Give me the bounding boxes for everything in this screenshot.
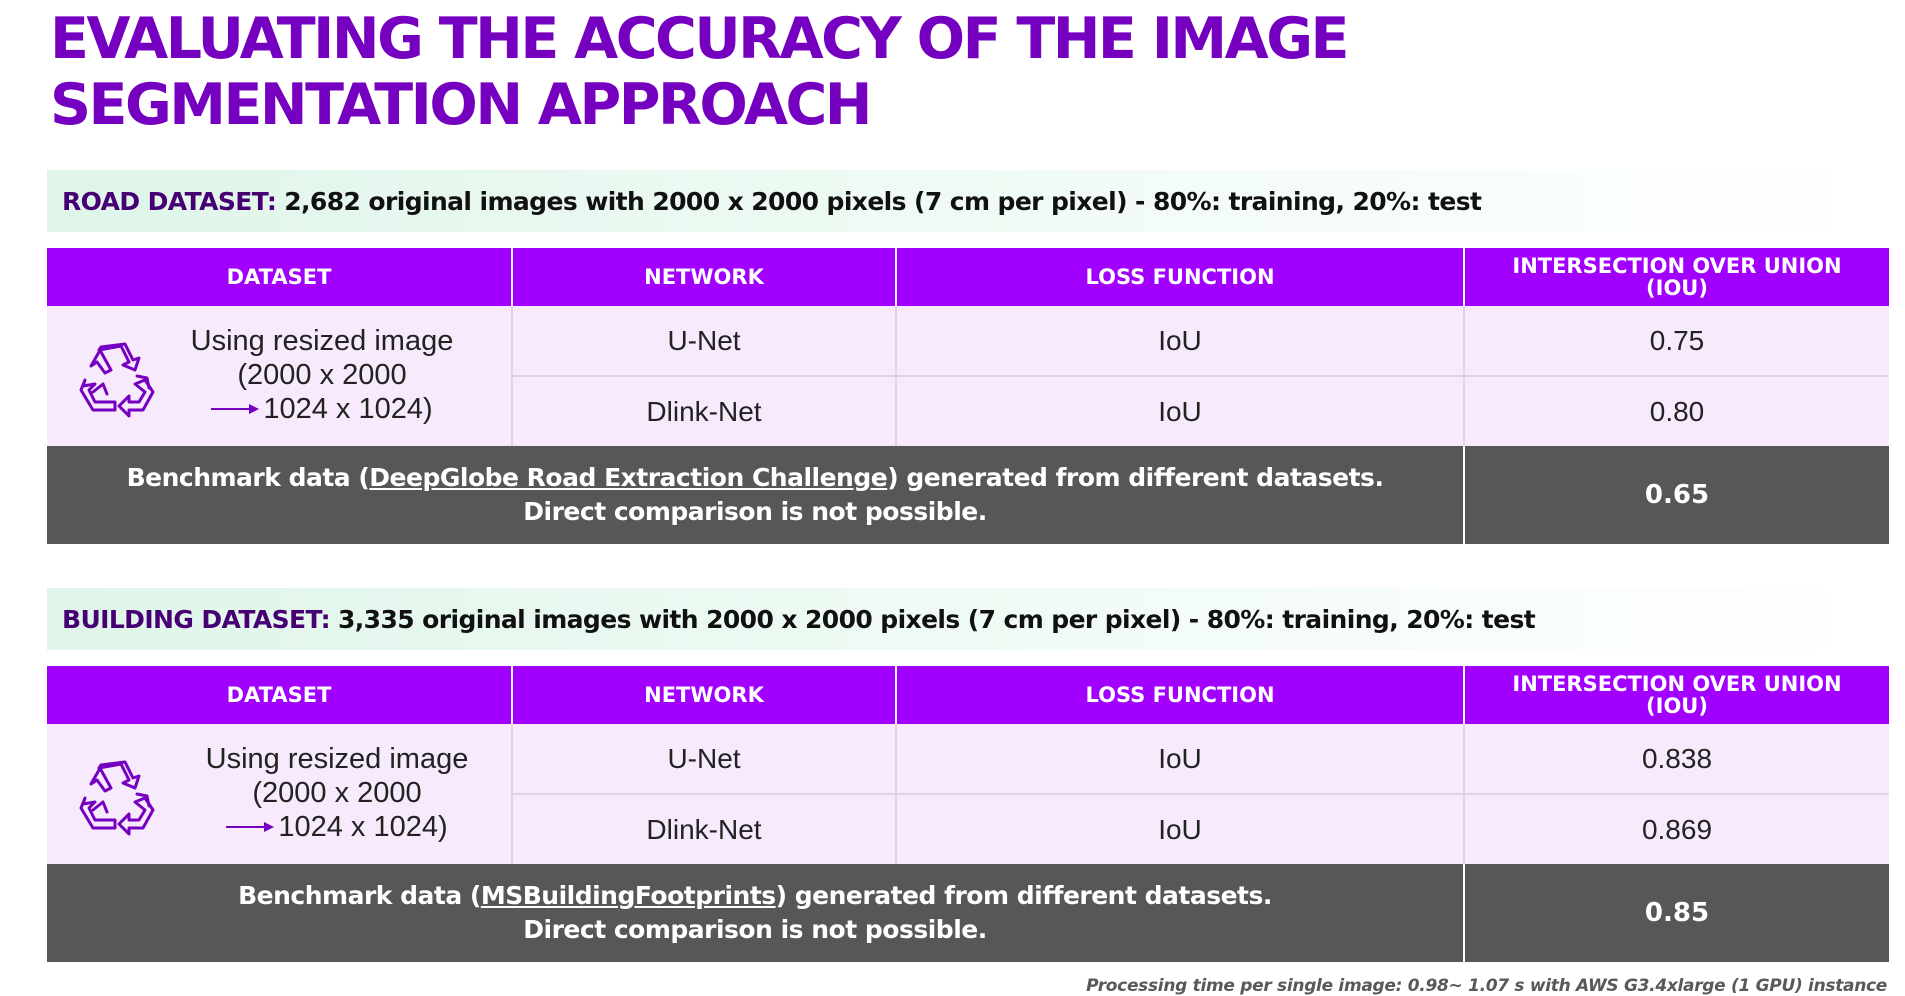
header-iou: INTERSECTION OVER UNION (IOU) [1465, 248, 1889, 306]
road-dataset-line3: 1024 x 1024) [263, 393, 433, 425]
road-banner-label: ROAD DATASET: [62, 186, 277, 216]
benchmark-prefix: Benchmark data ( [126, 463, 370, 492]
road-benchmark-text: Benchmark data (DeepGlobe Road Extractio… [47, 446, 1465, 544]
table-row: U-Net IoU 0.75 [513, 306, 1889, 375]
building-benchmark-row: Benchmark data (MSBuildingFootprints) ge… [47, 864, 1889, 962]
building-banner-label: BUILDING DATASET: [62, 604, 331, 634]
network-cell: U-Net [513, 306, 897, 375]
table-row: U-Net IoU 0.838 [513, 724, 1889, 793]
road-dataset-cell: Using resized image (2000 x 2000 1024 x … [47, 306, 513, 446]
processing-time-footnote: Processing time per single image: 0.98~ … [1086, 976, 1887, 996]
loss-cell: IoU [897, 377, 1465, 446]
network-cell: Dlink-Net [513, 377, 897, 446]
network-cell: U-Net [513, 724, 897, 793]
network-cell: Dlink-Net [513, 795, 897, 864]
iou-cell: 0.838 [1641, 742, 1713, 774]
building-data-rows: Using resized image (2000 x 2000 1024 x … [47, 724, 1889, 864]
header-network: NETWORK [513, 248, 897, 306]
building-dataset-cell: Using resized image (2000 x 2000 1024 x … [47, 724, 513, 864]
header-iou: INTERSECTION OVER UNION (IOU) [1465, 666, 1889, 724]
road-data-rows: Using resized image (2000 x 2000 1024 x … [47, 306, 1889, 446]
benchmark-suffix: ) generated from different datasets. [887, 463, 1384, 492]
header-iou-line2: (IOU) [1646, 276, 1708, 300]
building-dataset-description: Using resized image (2000 x 2000 1024 x … [192, 742, 482, 844]
loss-cell: IoU [897, 724, 1465, 793]
building-results-table: DATASET NETWORK LOSS FUNCTION INTERSECTI… [47, 666, 1889, 962]
arrow-right-icon [226, 822, 275, 832]
table-row: Dlink-Net IoU 0.80 [513, 375, 1889, 446]
building-benchmark-value: 0.85 [1644, 898, 1710, 928]
iou-cell: 0.869 [1641, 813, 1713, 845]
iou-cell: 0.80 [1649, 395, 1705, 427]
recycle-icon [79, 760, 155, 836]
table-header: DATASET NETWORK LOSS FUNCTION INTERSECTI… [47, 666, 1889, 724]
loss-cell: IoU [897, 306, 1465, 375]
building-dataset-line2: (2000 x 2000 [252, 777, 422, 809]
iou-cell: 0.75 [1649, 324, 1705, 356]
header-dataset: DATASET [47, 248, 513, 306]
road-dataset-banner: ROAD DATASET: 2,682 original images with… [47, 170, 1889, 232]
deepglobe-link[interactable]: DeepGlobe Road Extraction Challenge [369, 463, 888, 492]
header-iou-line1: INTERSECTION OVER UNION [1512, 672, 1842, 696]
building-dataset-line3: 1024 x 1024) [278, 811, 448, 843]
recycle-icon [79, 342, 155, 418]
table-row: Dlink-Net IoU 0.869 [513, 793, 1889, 864]
road-dataset-description: Using resized image (2000 x 2000 1024 x … [177, 324, 467, 426]
arrow-right-icon [211, 404, 260, 414]
header-dataset: DATASET [47, 666, 513, 724]
road-banner-text: 2,682 original images with 2000 x 2000 p… [284, 186, 1482, 216]
benchmark-suffix: ) generated from different datasets. [775, 881, 1273, 910]
header-loss-function: LOSS FUNCTION [897, 248, 1465, 306]
road-benchmark-value: 0.65 [1644, 480, 1710, 510]
building-dataset-line1: Using resized image [205, 743, 469, 775]
msbuildingfootprints-link[interactable]: MSBuildingFootprints [480, 881, 776, 910]
building-banner-text: 3,335 original images with 2000 x 2000 p… [337, 604, 1536, 634]
table-header: DATASET NETWORK LOSS FUNCTION INTERSECTI… [47, 248, 1889, 306]
building-dataset-banner: BUILDING DATASET: 3,335 original images … [47, 588, 1889, 650]
road-benchmark-row: Benchmark data (DeepGlobe Road Extractio… [47, 446, 1889, 544]
road-dataset-line2: (2000 x 2000 [237, 359, 407, 391]
benchmark-prefix: Benchmark data ( [238, 881, 481, 910]
header-network: NETWORK [513, 666, 897, 724]
road-dataset-line1: Using resized image [190, 325, 454, 357]
road-results-table: DATASET NETWORK LOSS FUNCTION INTERSECTI… [47, 248, 1889, 544]
header-loss-function: LOSS FUNCTION [897, 666, 1465, 724]
benchmark-note: Direct comparison is not possible. [523, 497, 987, 526]
page-title-line1: EVALUATING THE ACCURACY OF THE IMAGE [50, 6, 1349, 72]
page-title-line2: SEGMENTATION APPROACH [50, 72, 873, 138]
loss-cell: IoU [897, 795, 1465, 864]
header-iou-line1: INTERSECTION OVER UNION [1512, 254, 1842, 278]
benchmark-note: Direct comparison is not possible. [523, 915, 987, 944]
header-iou-line2: (IOU) [1646, 694, 1708, 718]
page-title: EVALUATING THE ACCURACY OF THE IMAGE SEG… [50, 6, 1550, 138]
building-benchmark-text: Benchmark data (MSBuildingFootprints) ge… [47, 864, 1465, 962]
